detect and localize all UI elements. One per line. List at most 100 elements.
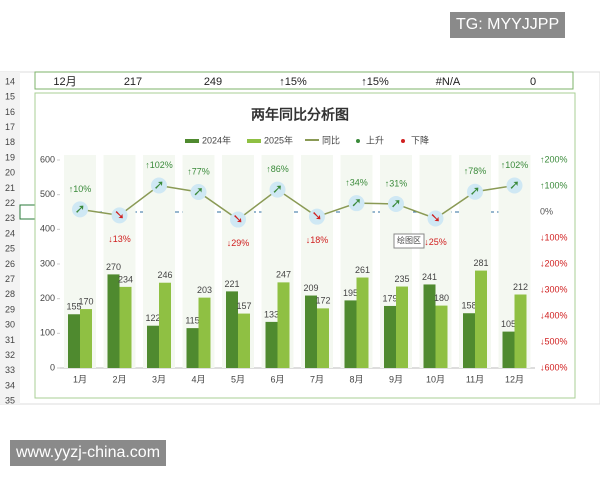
- arrow: ➘: [114, 207, 125, 222]
- y-tick-label: 500: [40, 189, 55, 199]
- marker: [467, 183, 483, 200]
- y2-tick-label: ↓200%: [540, 258, 568, 268]
- y2-tick-label: ↑200%: [540, 154, 568, 164]
- row-number: 28: [5, 289, 15, 299]
- change-label: ↑102%: [501, 160, 529, 170]
- bar-label: 281: [473, 258, 488, 268]
- arrow: ➚: [351, 195, 362, 210]
- change-label: ↓29%: [227, 238, 250, 248]
- marker: [151, 177, 167, 194]
- bar: [356, 277, 369, 368]
- bar: [147, 325, 159, 368]
- marker: [72, 201, 88, 218]
- y2-tick-label: ↓600%: [540, 362, 568, 372]
- watermark: TG: MYYJJPP: [450, 12, 566, 38]
- legend-swatch: [185, 139, 199, 143]
- bar: [305, 295, 317, 368]
- change-label: ↑10%: [69, 184, 92, 194]
- bar-label: 170: [78, 296, 93, 306]
- legend-label: 2024年: [202, 134, 231, 145]
- row-number: 35: [5, 396, 15, 406]
- legend-label: 上升: [366, 135, 384, 145]
- cell: ↑15%: [279, 76, 307, 88]
- row-number: 34: [5, 380, 15, 390]
- bar-label: 180: [434, 293, 449, 303]
- bar-label: 212: [513, 282, 528, 292]
- legend-swatch: [305, 139, 319, 141]
- bar: [514, 294, 527, 368]
- change-label: ↑78%: [464, 166, 487, 176]
- legend-label: 2025年: [264, 134, 293, 145]
- bar-label: 105: [501, 319, 516, 329]
- y-tick-label: 300: [40, 258, 55, 268]
- row-number: 17: [5, 122, 15, 132]
- bar-label: 246: [157, 270, 172, 280]
- row-number: 23: [5, 213, 15, 223]
- arrow: ➘: [233, 211, 244, 226]
- row-header: [0, 72, 20, 404]
- row-number: 26: [5, 259, 15, 269]
- bar: [119, 286, 132, 368]
- change-label: ↑31%: [385, 178, 408, 188]
- row-number: 31: [5, 335, 15, 345]
- bar-label: 261: [355, 265, 370, 275]
- bar: [238, 313, 250, 368]
- bar-label: 221: [224, 279, 239, 289]
- x-tick-label: 4月: [191, 374, 205, 384]
- change-label: ↑77%: [187, 166, 210, 176]
- x-tick-label: 3月: [152, 374, 166, 384]
- bar-label: 209: [303, 283, 318, 293]
- bar-label: 234: [118, 274, 133, 284]
- y-tick-label: 600: [40, 154, 55, 164]
- change-label: ↑34%: [345, 178, 368, 188]
- bar-label: 203: [197, 285, 212, 295]
- bar: [344, 300, 357, 368]
- cell: 217: [124, 76, 142, 88]
- legend-label: 下降: [411, 134, 429, 145]
- row-number: 29: [5, 304, 15, 314]
- cell: 0: [530, 76, 536, 88]
- row-number: 32: [5, 350, 15, 360]
- arrow: ➚: [154, 177, 165, 192]
- bar: [198, 297, 211, 368]
- change-label: ↓18%: [306, 235, 329, 245]
- cell: #N/A: [436, 76, 461, 88]
- cell: 12月: [53, 76, 76, 88]
- bar-label: 179: [382, 293, 397, 303]
- bar: [317, 308, 329, 368]
- bar-label: 235: [394, 274, 409, 284]
- bar: [80, 309, 92, 368]
- x-tick-label: 7月: [310, 374, 324, 384]
- x-tick-label: 6月: [270, 374, 284, 384]
- row-number: 25: [5, 244, 15, 254]
- x-tick-label: 2月: [112, 374, 126, 384]
- x-tick-label: 10月: [426, 374, 445, 384]
- y2-tick-label: ↓500%: [540, 336, 568, 346]
- bar: [463, 313, 475, 368]
- x-tick-label: 1月: [73, 374, 87, 384]
- marker: [309, 208, 325, 225]
- bar-label: 158: [461, 301, 476, 311]
- bar: [159, 282, 171, 368]
- row-number: 14: [5, 76, 15, 86]
- bar: [384, 305, 396, 368]
- bar: [423, 284, 436, 368]
- cell: 249: [204, 76, 222, 88]
- marker: [506, 177, 523, 194]
- row-number: 19: [5, 152, 15, 162]
- change-label: ↓25%: [424, 237, 447, 247]
- row-number: 27: [5, 274, 15, 284]
- y-tick-label: 100: [40, 328, 55, 338]
- arrow: ➚: [391, 195, 402, 210]
- bar-label: 247: [276, 270, 291, 280]
- change-label: ↓13%: [108, 234, 131, 244]
- marker: [388, 195, 404, 212]
- y-tick-label: 400: [40, 224, 55, 234]
- bar: [107, 274, 120, 368]
- legend-dot: [356, 139, 360, 143]
- row-number: 22: [5, 198, 15, 208]
- marker: [348, 195, 365, 212]
- bar-label: 122: [145, 313, 160, 323]
- row-14-box: [34, 71, 574, 90]
